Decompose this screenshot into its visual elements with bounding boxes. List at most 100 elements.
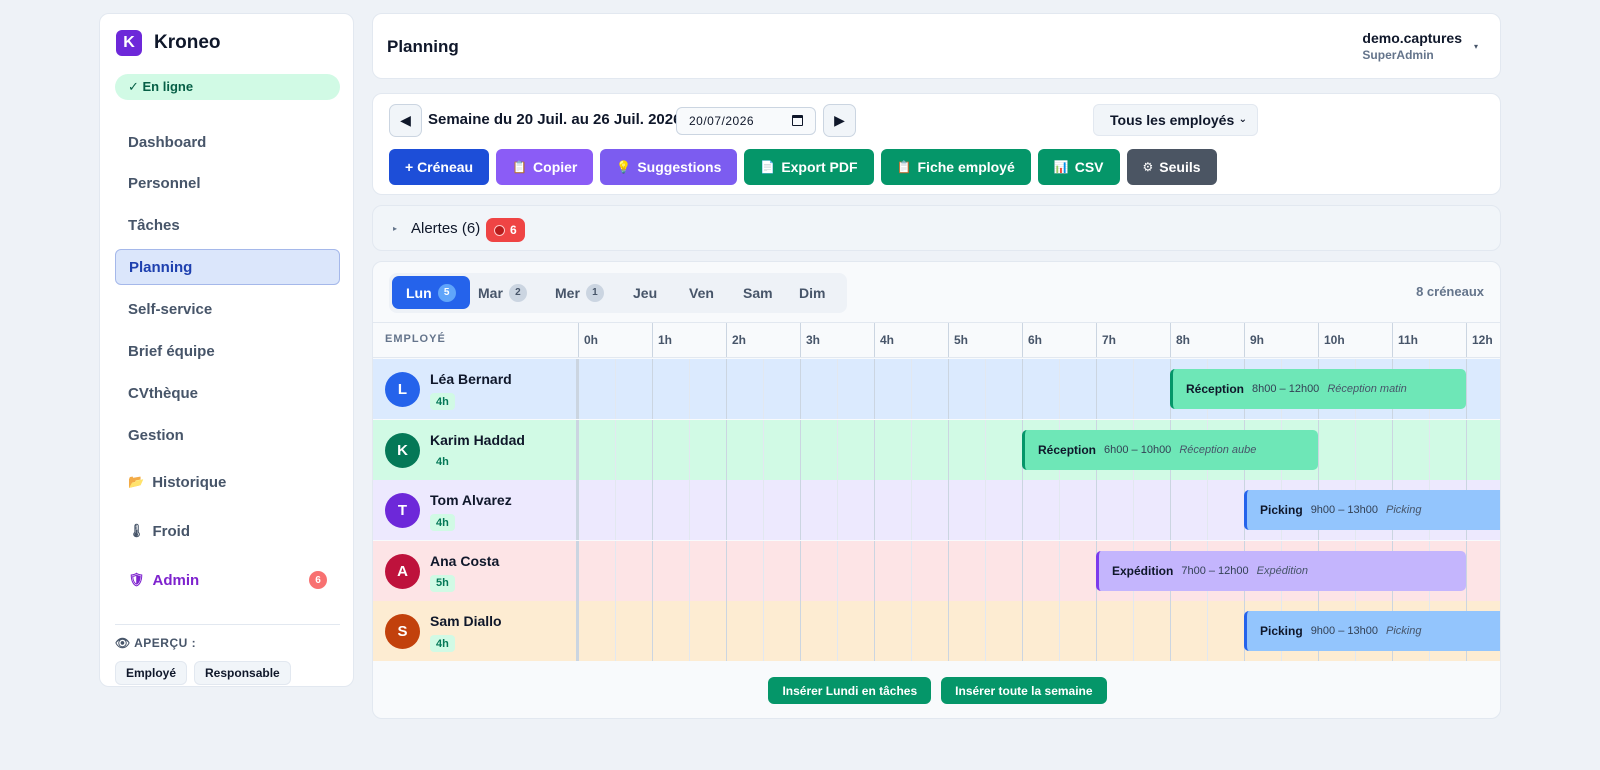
sidebar-item-gestion[interactable]: Gestion	[115, 417, 340, 453]
suggestions-button[interactable]: 💡 Suggestions	[600, 149, 738, 185]
day-tab-count: 2	[508, 283, 527, 302]
timeline-track[interactable]: Réception 6h00 – 10h00 Réception aube	[578, 419, 1500, 480]
sidebar-item-label: Gestion	[128, 426, 184, 444]
week-date-input[interactable]: 20/07/2026	[676, 107, 816, 135]
timeline-gridline	[911, 480, 912, 540]
sidebar-item-self-service[interactable]: Self-service	[115, 291, 340, 327]
brand[interactable]: K Kroneo	[116, 30, 221, 56]
slot-time: 9h00 – 13h00	[1310, 625, 1378, 637]
user-menu[interactable]: demo.captures SuperAdmin	[1362, 30, 1462, 62]
tab-sam[interactable]: Sam	[729, 276, 787, 309]
timeline-gridline	[985, 359, 986, 419]
employee-name[interactable]: Sam Diallo	[430, 613, 502, 629]
hour-gridline	[578, 323, 579, 357]
lightbulb-icon: 💡	[616, 160, 632, 174]
insert-monday-tasks-button[interactable]: Insérer Lundi en tâches	[768, 677, 932, 704]
timeline-gridline	[1355, 419, 1356, 480]
employee-cell: L Léa Bernard 4h	[373, 359, 578, 419]
thresholds-button[interactable]: ⚙ Seuils	[1126, 149, 1217, 185]
employee-sheet-button[interactable]: 📋 Fiche employé	[880, 149, 1031, 185]
tab-lun[interactable]: Lun 5	[392, 276, 470, 309]
timeline-track[interactable]: Réception 8h00 – 12h00 Réception matin	[578, 359, 1500, 419]
add-slot-button[interactable]: + Créneau	[389, 149, 490, 185]
folder-icon: 📂	[128, 474, 145, 489]
tab-ven[interactable]: Ven	[675, 276, 728, 309]
tab-dim[interactable]: Dim	[785, 276, 839, 309]
insert-week-tasks-button[interactable]: Insérer toute la semaine	[941, 677, 1107, 704]
employee-name[interactable]: Tom Alvarez	[430, 492, 512, 508]
sidebar-item-froid[interactable]: 🌡 Froid	[115, 513, 340, 549]
arrow-right-icon: ▶	[834, 112, 845, 128]
hours-badge: 4h	[430, 514, 455, 531]
export-pdf-button[interactable]: 📄 Export PDF	[744, 149, 874, 185]
timeline-gridline	[985, 540, 986, 601]
next-week-button[interactable]: ▶	[823, 104, 856, 137]
schedule-slot[interactable]: Picking 9h00 – 13h00 Picking	[1244, 611, 1500, 651]
timeline-track[interactable]: Picking 9h00 – 13h00 Picking	[578, 480, 1500, 540]
employee-name[interactable]: Ana Costa	[430, 552, 500, 569]
timeline-gridline	[837, 419, 838, 480]
page-title: Planning	[387, 37, 459, 56]
employee-row: A Ana Costa 5h Expédition 7h00 – 12h00 Expédi…	[373, 540, 1500, 601]
sidebar-item-label: CVthèque	[128, 384, 199, 402]
employee-name[interactable]: Karim Haddad	[430, 431, 525, 448]
sidebar-item-personnel[interactable]: Personnel	[115, 165, 340, 201]
timeline-header: EMPLOYÉ 0h 1h 2h 3h 4h 5h 6h 7h 8h 9h 10h 11h 12h	[373, 322, 1500, 358]
preview-employee-button[interactable]: Employé	[115, 661, 188, 685]
csv-button[interactable]: 📊 CSV	[1037, 149, 1120, 185]
employee-name[interactable]: Léa Bernard	[430, 371, 512, 387]
suggestions-label: Suggestions	[637, 159, 722, 175]
timeline-gridline	[578, 480, 579, 540]
timeline-gridline	[689, 601, 690, 661]
previous-week-button[interactable]: ◀	[389, 104, 422, 137]
sidebar-item-taches[interactable]: Tâches	[115, 207, 340, 243]
online-status-badge: ✓ En ligne	[115, 74, 340, 100]
schedule-slot[interactable]: Picking 9h00 – 13h00 Picking	[1244, 490, 1500, 530]
timeline-gridline	[911, 601, 912, 661]
sidebar-item-brief-equipe[interactable]: Brief équipe	[115, 333, 340, 369]
timeline-gridline	[615, 419, 616, 480]
employee-row: T Tom Alvarez 4h Picking 9h00 – 13h00 Picking	[373, 480, 1500, 540]
timeline-track[interactable]: Picking 9h00 – 13h00 Picking	[578, 601, 1500, 661]
preview-manager-button[interactable]: Responsable	[194, 661, 291, 685]
tab-mer[interactable]: Mer 1	[541, 276, 618, 309]
schedule-slot[interactable]: Réception 8h00 – 12h00 Réception matin	[1170, 369, 1466, 409]
chevron-right-icon[interactable]: ▸	[393, 224, 398, 233]
employee-filter-select[interactable]: Tous les employés ⌄	[1093, 104, 1258, 136]
hour-label: 7h	[1102, 333, 1117, 347]
timeline-gridline	[763, 359, 764, 419]
employee-row: S Sam Diallo 4h Picking 9h00 – 13h00 Picking	[373, 601, 1500, 661]
sidebar-item-label: Historique	[152, 473, 227, 491]
tab-jeu[interactable]: Jeu	[619, 276, 671, 309]
day-tabs: Lun 5 Mar 2 Mer 1 Jeu Ven Sam Dim	[389, 273, 847, 313]
sidebar-item-historique[interactable]: 📂 Historique	[115, 464, 340, 500]
schedule-slot[interactable]: Expédition 7h00 – 12h00 Expédition	[1096, 550, 1466, 591]
slot-time: 9h00 – 13h00	[1310, 504, 1378, 516]
timeline-gridline	[726, 359, 727, 419]
alerts-label: Alertes (6)	[411, 220, 481, 237]
hour-label: 12h	[1472, 333, 1493, 347]
day-tab-label: Dim	[799, 284, 826, 301]
sidebar-item-planning[interactable]: Planning	[115, 249, 340, 285]
timeline-gridline	[1133, 480, 1134, 540]
timeline-gridline	[1207, 601, 1208, 661]
calendar-icon[interactable]	[792, 115, 803, 126]
thresholds-label: Seuils	[1159, 159, 1201, 175]
sidebar-item-dashboard[interactable]: Dashboard	[115, 124, 340, 160]
slot-note: Expédition	[1256, 564, 1309, 577]
sidebar-item-cvtheque[interactable]: CVthèque	[115, 375, 340, 411]
sidebar-item-admin[interactable]: 🛡 Admin 6	[115, 562, 340, 598]
user-name: demo.captures	[1362, 30, 1462, 46]
slot-note: Réception aube	[1179, 443, 1257, 456]
timeline-gridline	[1096, 480, 1097, 540]
alerts-section[interactable]: ▸ Alertes (6) 6	[372, 205, 1501, 251]
arrow-left-icon: ◀	[400, 112, 411, 128]
timeline-track[interactable]: Expédition 7h00 – 12h00 Expédition	[578, 540, 1500, 601]
copy-button[interactable]: 📋 Copier	[496, 149, 594, 185]
timeline-gridline	[1096, 601, 1097, 661]
tab-mar[interactable]: Mar 2	[464, 276, 541, 309]
chevron-down-icon[interactable]: ▾	[1473, 42, 1478, 51]
timeline-gridline	[948, 540, 949, 601]
schedule-slot[interactable]: Réception 6h00 – 10h00 Réception aube	[1022, 429, 1318, 470]
timeline-gridline	[1059, 480, 1060, 540]
